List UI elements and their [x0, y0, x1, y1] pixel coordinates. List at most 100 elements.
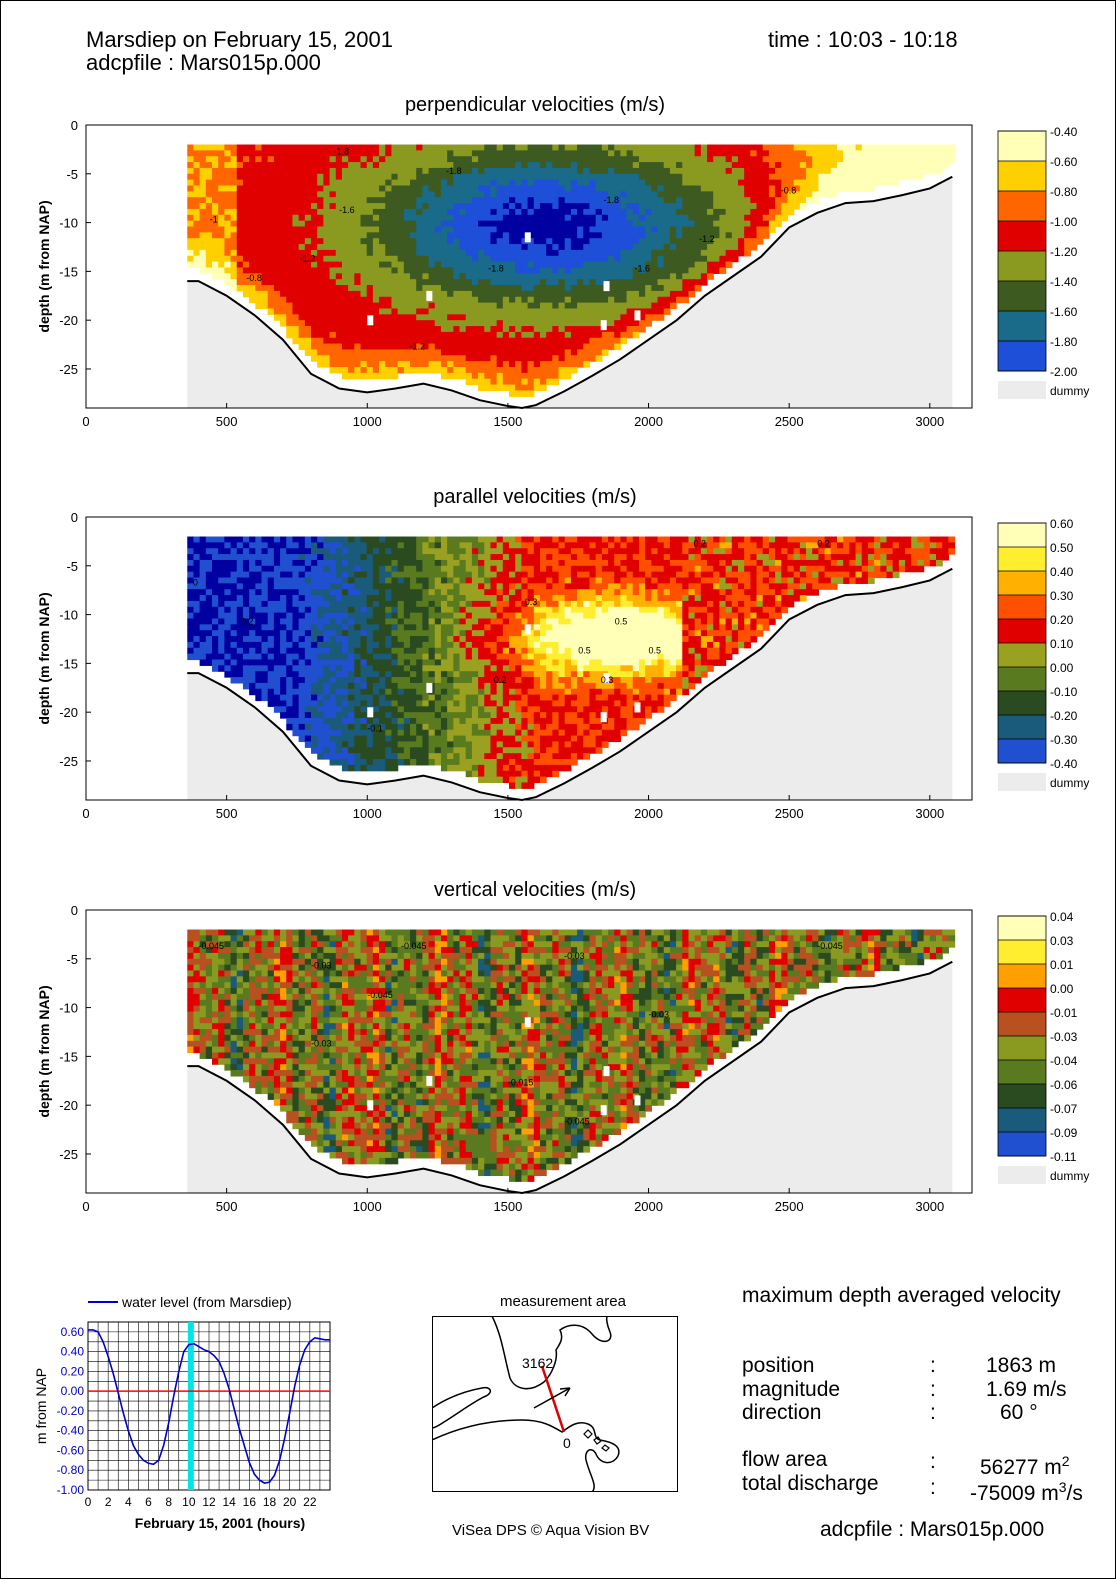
velocity-cell	[453, 296, 461, 304]
velocity-cell	[372, 179, 380, 187]
velocity-cell	[589, 203, 597, 210]
velocity-cell	[546, 179, 553, 187]
velocity-cell	[669, 267, 677, 274]
velocity-cell	[620, 290, 628, 298]
velocity-cell	[638, 261, 646, 269]
velocity-cell	[428, 208, 436, 216]
velocity-cell	[372, 618, 380, 625]
velocity-cell	[465, 279, 473, 286]
velocity-cell	[527, 367, 535, 374]
velocity-cell	[360, 285, 368, 292]
velocity-cell	[249, 612, 256, 620]
velocity-cell	[292, 565, 300, 573]
velocity-cell	[329, 659, 337, 666]
velocity-cell	[379, 372, 386, 380]
velocity-cell	[453, 694, 461, 702]
velocity-cell	[608, 249, 615, 257]
velocity-cell	[422, 285, 430, 292]
velocity-cell	[570, 238, 578, 245]
velocity-cell	[422, 542, 430, 549]
velocity-cell	[236, 226, 244, 233]
velocity-cell	[187, 197, 195, 204]
velocity-cell	[793, 144, 801, 151]
velocity-cell	[428, 735, 436, 743]
velocity-cell	[533, 326, 541, 333]
velocity-cell	[323, 244, 331, 251]
velocity-cell	[484, 308, 492, 315]
velocity-cell	[552, 308, 560, 315]
velocity-cell	[638, 208, 646, 216]
velocity-cell	[224, 624, 232, 631]
velocity-cell	[230, 589, 238, 596]
velocity-cell	[440, 314, 448, 321]
velocity-cell	[242, 290, 250, 298]
velocity-cell	[440, 273, 448, 280]
velocity-cell	[304, 712, 312, 719]
velocity-cell	[249, 249, 256, 257]
velocity-cell	[218, 624, 225, 631]
velocity-cell	[942, 162, 949, 169]
velocity-cell	[552, 203, 560, 210]
velocity-cell	[292, 577, 300, 584]
velocity-cell	[521, 150, 529, 157]
velocity-cell	[212, 606, 219, 614]
velocity-cell	[923, 167, 931, 175]
velocity-cell	[193, 559, 201, 567]
velocity-cell	[434, 343, 442, 351]
velocity-cell	[533, 267, 541, 274]
colorbar-label: -0.80	[1050, 185, 1078, 199]
velocity-cell	[298, 185, 306, 192]
velocity-cell	[212, 156, 219, 163]
velocity-cell	[614, 290, 622, 298]
velocity-cell	[193, 630, 201, 637]
velocity-cell	[335, 729, 343, 737]
velocity-cell	[614, 255, 622, 263]
velocity-cell	[465, 326, 473, 333]
velocity-cell	[762, 167, 770, 175]
velocity-cell	[651, 203, 659, 210]
velocity-cell	[348, 349, 355, 356]
velocity-cell	[335, 244, 343, 251]
velocity-cell	[484, 337, 492, 345]
velocity-cell	[249, 232, 256, 239]
velocity-cell	[249, 577, 256, 584]
velocity-cell	[447, 179, 454, 187]
velocity-cell	[867, 167, 875, 175]
velocity-cell	[385, 320, 393, 327]
velocity-cell	[645, 296, 652, 304]
plot-frame	[85, 124, 973, 409]
velocity-cell	[280, 144, 287, 151]
velocity-cell	[230, 565, 238, 573]
velocity-cell	[577, 261, 584, 269]
velocity-cell	[731, 156, 739, 163]
velocity-cell	[577, 162, 584, 169]
velocity-cell	[484, 220, 492, 228]
velocity-cell	[453, 647, 461, 655]
velocity-cell	[422, 665, 430, 672]
velocity-cell	[354, 641, 362, 649]
velocity-cell	[212, 267, 219, 274]
velocity-cell	[818, 162, 826, 169]
velocity-cell	[273, 600, 281, 608]
velocity-cell	[781, 203, 789, 210]
velocity-cell	[410, 753, 417, 760]
velocity-cell	[304, 191, 312, 198]
velocity-cell	[391, 759, 399, 766]
velocity-cell	[230, 577, 238, 584]
velocity-cell	[422, 606, 430, 614]
velocity-cell	[335, 220, 343, 228]
velocity-cell	[676, 144, 683, 151]
velocity-cell	[416, 355, 423, 362]
velocity-cell	[484, 249, 492, 257]
velocity-cell	[341, 571, 349, 579]
velocity-cell	[416, 191, 423, 198]
velocity-cell	[416, 326, 423, 333]
velocity-cell	[360, 559, 368, 567]
velocity-cell	[273, 665, 281, 672]
velocity-cell	[230, 191, 238, 198]
velocity-cell	[416, 595, 423, 602]
velocity-cell	[589, 337, 597, 345]
velocity-cell	[255, 659, 263, 666]
velocity-cell	[224, 548, 232, 555]
velocity-cell	[428, 641, 436, 649]
